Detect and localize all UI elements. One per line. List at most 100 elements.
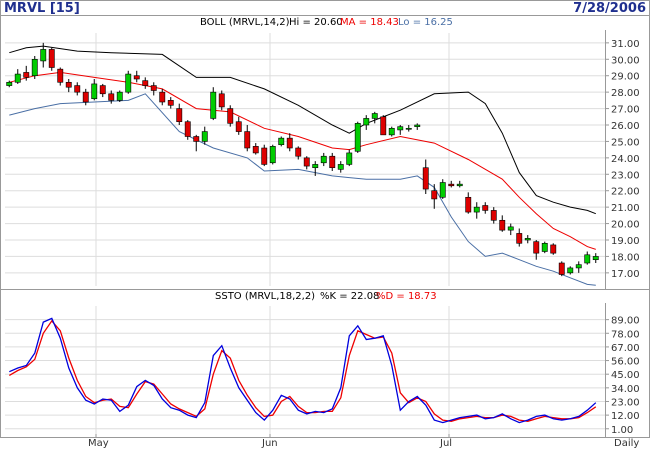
price-tick-label: 23.00 [611,170,640,181]
stochastic-tick-label: 45.00 [611,370,640,381]
candle [14,69,21,84]
candle [558,261,565,277]
candle-body [448,183,455,187]
price-tick-label: 19.00 [611,236,640,247]
candle [278,136,285,147]
candle-body [40,49,47,62]
candle [490,207,497,224]
candle [99,83,106,98]
candle-body [516,233,523,244]
price-tick-label: 27.00 [611,105,640,116]
candle [235,116,242,135]
price-tick-label: 30.00 [611,55,640,66]
candle-body [167,100,174,106]
candle [218,90,225,111]
stochastic-k-label: %K = 22.08 [320,291,379,302]
candle [337,161,344,173]
candle-body [14,73,21,83]
stochastic-tick-label: 89.00 [611,316,640,327]
price-panel-title: BOLL (MRVL,14,2) [200,17,290,28]
candle-body [567,267,574,274]
candle [244,125,251,152]
stochastic-legend: SSTO (MRVL,18,2,2) %K = 22.08 %D = 18.73 [215,291,437,302]
candle [405,125,412,132]
candle-body [210,91,217,119]
candle-body [456,183,463,187]
candle [482,202,489,214]
candle [507,223,514,236]
candle [397,125,404,135]
candle-body [176,108,183,123]
candle-body [558,262,565,275]
price-tick-label: 22.00 [611,187,640,198]
price-panel [0,15,650,290]
time-axis: May Jun Jul Daily [88,438,639,449]
stochastic-tick-label: 12.00 [611,411,640,422]
candle-body [465,196,472,213]
candle [346,149,353,167]
stochastic-tick-label: 34.00 [611,384,640,395]
candle [431,184,438,209]
lower-band-line [9,93,596,286]
stochastic-tick-label: 1.00 [611,425,633,436]
price-axis-ticks: 31.00 30.00 29.00 28.00 27.00 26.00 25.00 24.00… [605,39,640,280]
price-legend: BOLL (MRVL,14,2) Hi = 20.60 MA = 18.43 L… [200,17,453,28]
candle-body [575,264,582,269]
candle-body [524,238,531,241]
candle [584,251,591,265]
candle-body [184,121,191,137]
candle-body [363,118,370,126]
candle-body [346,152,353,165]
candle [592,253,599,263]
candle [499,215,506,232]
candle [286,133,293,152]
candlesticks [6,42,599,277]
stochastic-axis-ticks: 89.00 78.00 67.00 56.00 45.00 34.00 23.00 12.00… [95,316,640,437]
candle-body [6,81,13,86]
candle-body [48,49,55,68]
moving-average-line [9,71,596,250]
stochastic-k-line [9,317,597,424]
candle-body [507,226,514,231]
stochastic-tick-label: 67.00 [611,343,640,354]
candle-body [329,155,336,169]
candle-body [201,131,208,142]
candle-body [252,146,259,154]
candle [133,70,140,83]
candle-body [159,91,166,103]
candle-body [592,256,599,261]
candle [48,47,55,71]
boll-hi-label: Hi = 20.60 [289,17,343,28]
candle [533,240,540,260]
candle-body [405,127,412,130]
candle-body [65,81,72,88]
candle [91,79,98,101]
candle-body [31,58,38,77]
candle [329,152,336,171]
candle-body [499,219,506,231]
candle [354,121,361,153]
candle-body [397,126,404,131]
candle [82,88,89,106]
price-tick-label: 17.00 [611,269,640,280]
candle-body [82,91,89,103]
candle [456,180,463,188]
candle-body [227,108,234,124]
candle [550,243,557,255]
candle-body [371,113,378,119]
candle [388,126,395,137]
x-tick-daily: Daily [614,438,639,449]
candle-body [550,244,557,254]
candle [473,202,480,219]
candle-body [380,116,387,136]
symbol-title: MRVL [15] [4,1,80,16]
candle [201,126,208,145]
candle [108,90,115,104]
candle-body [312,164,319,169]
price-tick-label: 31.00 [611,39,640,50]
candle-body [142,80,149,86]
stochastic-panel-title: SSTO (MRVL,18,2,2) [215,291,315,302]
candle [567,266,574,275]
candle [448,180,455,188]
